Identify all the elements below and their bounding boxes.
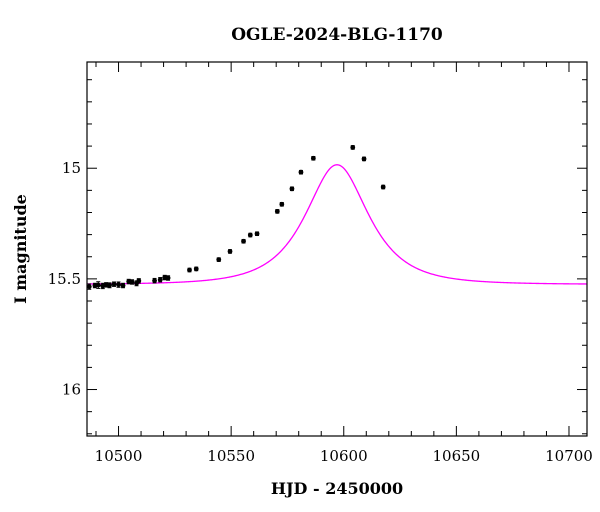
point-marker bbox=[216, 257, 222, 263]
point-marker bbox=[247, 232, 253, 238]
data-point bbox=[136, 278, 142, 284]
point-marker bbox=[254, 231, 260, 237]
data-point bbox=[361, 156, 367, 162]
y-tick-label: 16 bbox=[62, 381, 81, 399]
data-point bbox=[187, 267, 192, 273]
data-point bbox=[310, 155, 316, 161]
point-marker bbox=[136, 278, 142, 284]
point-marker bbox=[279, 201, 285, 207]
point-marker bbox=[95, 282, 101, 288]
y-tick-label: 15.5 bbox=[48, 270, 81, 288]
data-point bbox=[279, 201, 285, 207]
data-point bbox=[120, 282, 126, 289]
point-marker bbox=[193, 266, 199, 272]
data-point bbox=[241, 238, 246, 244]
point-marker bbox=[274, 208, 280, 214]
data-point bbox=[87, 283, 92, 290]
point-marker bbox=[350, 145, 356, 150]
point-marker bbox=[111, 281, 117, 287]
data-point bbox=[111, 281, 117, 287]
axis-ticks bbox=[87, 62, 587, 436]
data-point bbox=[95, 281, 101, 289]
data-point bbox=[227, 249, 233, 254]
data-point bbox=[116, 281, 121, 288]
data-point bbox=[193, 266, 199, 272]
point-marker bbox=[129, 279, 135, 285]
point-marker bbox=[380, 184, 386, 190]
point-marker bbox=[310, 155, 316, 161]
chart-title: OGLE-2024-BLG-1170 bbox=[231, 25, 443, 45]
data-points bbox=[87, 145, 386, 290]
data-point bbox=[289, 186, 295, 192]
data-point bbox=[274, 208, 280, 214]
point-marker bbox=[298, 169, 304, 175]
x-tick-label: 10500 bbox=[95, 447, 143, 465]
point-marker bbox=[152, 278, 157, 284]
data-point bbox=[152, 277, 157, 284]
y-tick-label: 15 bbox=[62, 159, 81, 177]
x-axis-label: HJD - 2450000 bbox=[271, 479, 403, 498]
data-point bbox=[165, 275, 171, 281]
y-axis-label: I magnitude bbox=[11, 194, 30, 304]
data-point bbox=[350, 145, 356, 150]
tick-labels: 10500 10550 10600 10650 10700 15 15.5 16 bbox=[48, 159, 593, 465]
model-curve bbox=[87, 164, 587, 285]
plot-frame bbox=[86, 61, 588, 437]
data-point bbox=[107, 282, 112, 289]
data-point bbox=[126, 278, 132, 285]
point-marker bbox=[361, 156, 367, 162]
x-tick-label: 10550 bbox=[207, 447, 255, 465]
data-point bbox=[254, 231, 260, 237]
point-marker bbox=[107, 282, 112, 288]
data-point bbox=[380, 184, 386, 190]
data-point bbox=[298, 169, 304, 175]
data-point bbox=[216, 257, 222, 263]
point-marker bbox=[289, 186, 295, 192]
point-marker bbox=[227, 249, 233, 254]
data-point bbox=[129, 279, 135, 285]
x-tick-label: 10700 bbox=[545, 447, 593, 465]
data-point bbox=[247, 232, 253, 238]
point-marker bbox=[120, 283, 126, 288]
point-marker bbox=[87, 284, 92, 290]
point-marker bbox=[241, 238, 246, 244]
point-marker bbox=[187, 267, 192, 273]
x-tick-label: 10600 bbox=[320, 447, 368, 465]
point-marker bbox=[165, 275, 171, 281]
point-marker bbox=[116, 282, 121, 288]
x-tick-label: 10650 bbox=[433, 447, 481, 465]
data-point bbox=[157, 277, 163, 283]
point-marker bbox=[157, 277, 163, 283]
